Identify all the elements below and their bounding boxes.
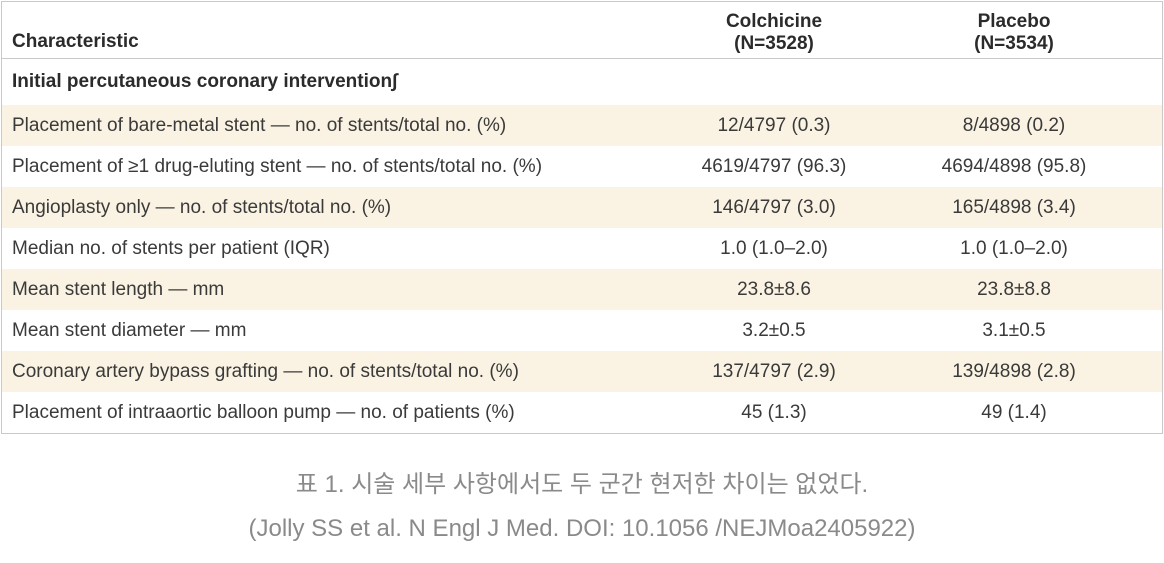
column-header-placebo: Placebo (N=3534) (894, 11, 1134, 55)
caption-korean-title: 표 1. 시술 세부 사항에서도 두 군간 현저한 차이는 없었다. (295, 471, 869, 498)
row-label: Mean stent diameter — mm (12, 319, 247, 341)
table-row: Placement of bare-metal stent — no. of s… (2, 105, 1162, 146)
column-header-placebo-name: Placebo (977, 11, 1051, 32)
column-header-colchicine: Colchicine (N=3528) (654, 11, 894, 55)
caption-citation: (Jolly SS et al. N Engl J Med. DOI: 10.1… (248, 515, 916, 542)
row-value-placebo: 23.8±8.8 (977, 278, 1051, 300)
row-value-colchicine: 45 (1.3) (741, 401, 807, 423)
table-row: Mean stent diameter — mm 3.2±0.5 3.1±0.5 (2, 310, 1162, 351)
nejm-table: Characteristic Colchicine (N=3528) Place… (1, 1, 1163, 434)
row-value-colchicine: 3.2±0.5 (742, 319, 806, 341)
row-value-placebo: 4694/4898 (95.8) (941, 155, 1087, 177)
table-row: Placement of intraaortic balloon pump — … (2, 392, 1162, 433)
table-row: Angioplasty only — no. of stents/total n… (2, 187, 1162, 228)
table-row: Placement of ≥1 drug-eluting stent — no.… (2, 146, 1162, 187)
row-value-placebo: 1.0 (1.0–2.0) (960, 237, 1068, 259)
row-value-colchicine: 23.8±8.6 (737, 278, 811, 300)
row-value-colchicine: 137/4797 (2.9) (712, 360, 836, 382)
row-label: Placement of intraaortic balloon pump — … (12, 401, 515, 423)
table-header-row: Characteristic Colchicine (N=3528) Place… (2, 2, 1162, 59)
table-section-header: Initial percutaneous coronary interventi… (12, 71, 398, 92)
table-row: Median no. of stents per patient (IQR) 1… (2, 228, 1162, 269)
row-label: Angioplasty only — no. of stents/total n… (12, 196, 392, 218)
table-row: Mean stent length — mm 23.8±8.6 23.8±8.8 (2, 269, 1162, 310)
row-value-placebo: 49 (1.4) (981, 401, 1047, 423)
column-header-characteristic: Characteristic (12, 31, 139, 52)
row-label: Median no. of stents per patient (IQR) (12, 237, 330, 259)
row-label: Placement of bare-metal stent — no. of s… (12, 114, 507, 136)
row-value-colchicine: 1.0 (1.0–2.0) (720, 237, 828, 259)
row-value-colchicine: 4619/4797 (96.3) (701, 155, 847, 177)
column-header-colchicine-name: Colchicine (725, 11, 823, 32)
row-label: Mean stent length — mm (12, 278, 225, 300)
row-value-placebo: 139/4898 (2.8) (952, 360, 1076, 382)
row-value-colchicine: 12/4797 (0.3) (717, 114, 831, 136)
table-row: Coronary artery bypass grafting — no. of… (2, 351, 1162, 392)
column-header-placebo-n: (N=3534) (974, 33, 1054, 54)
row-value-placebo: 165/4898 (3.4) (952, 196, 1076, 218)
table-caption: 표 1. 시술 세부 사항에서도 두 군간 현저한 차이는 없었다. (Joll… (0, 470, 1164, 544)
row-value-placebo: 8/4898 (0.2) (962, 114, 1066, 136)
row-value-placebo: 3.1±0.5 (982, 319, 1046, 341)
column-header-colchicine-n: (N=3528) (734, 33, 814, 54)
row-label: Coronary artery bypass grafting — no. of… (12, 360, 519, 382)
row-value-colchicine: 146/4797 (3.0) (712, 196, 836, 218)
row-label: Placement of ≥1 drug-eluting stent — no.… (12, 155, 543, 177)
